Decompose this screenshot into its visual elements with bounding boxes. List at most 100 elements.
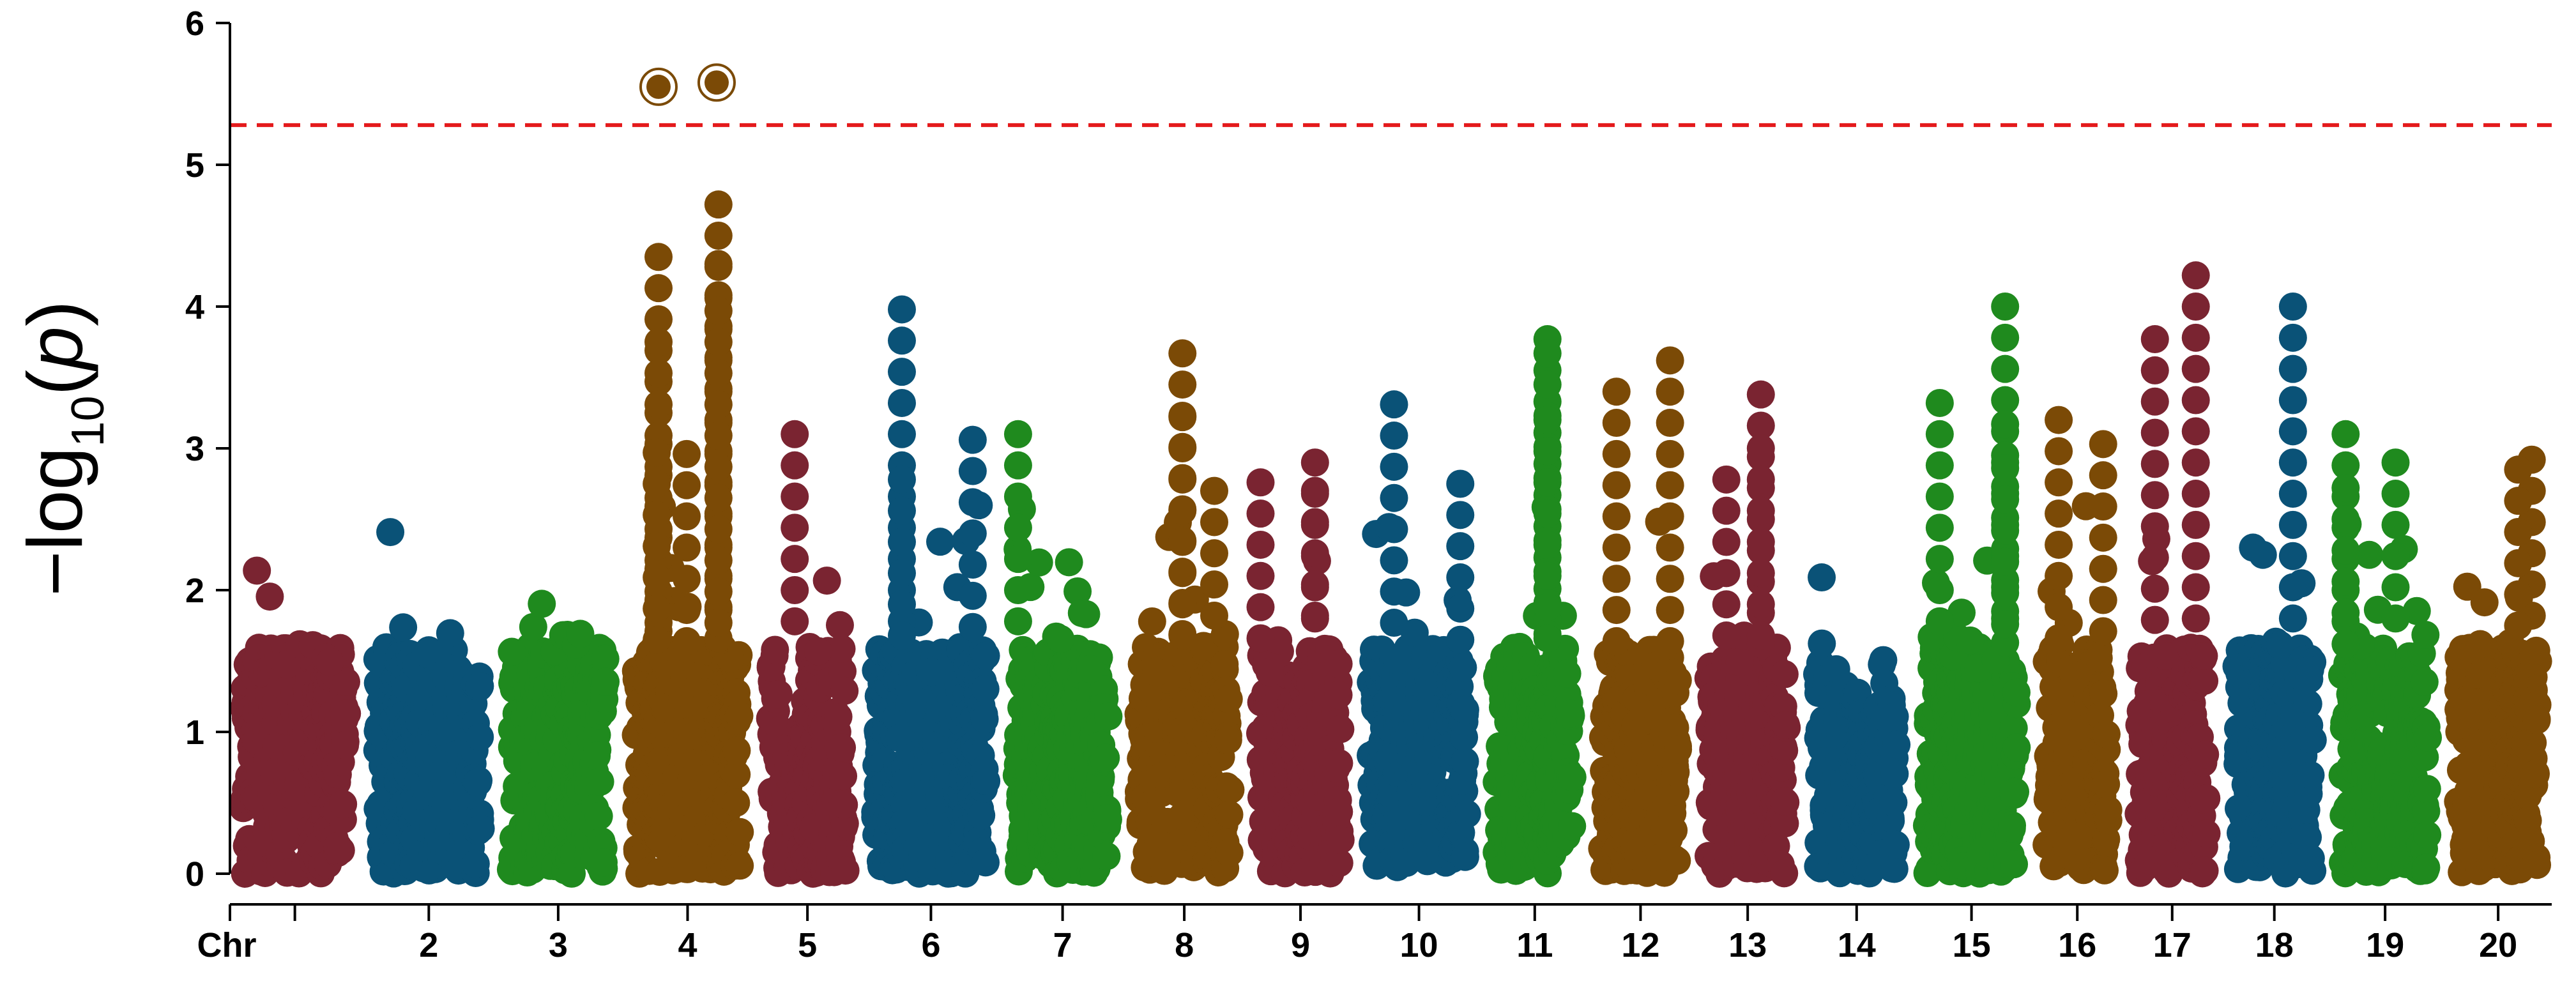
snp-point [1663, 666, 1692, 695]
snp-point [316, 648, 344, 676]
snp-point [673, 565, 701, 593]
snp-point [583, 741, 611, 770]
snp-point [1659, 816, 1688, 845]
snp-point [673, 502, 701, 531]
snp-point [1808, 629, 1836, 658]
snp-point [1383, 646, 1412, 674]
snp-point [2296, 761, 2325, 789]
snp-point [830, 676, 859, 705]
snp-point [243, 556, 271, 585]
snp-point [1880, 759, 1909, 788]
snp-point [326, 836, 355, 865]
snp-point [590, 848, 618, 877]
snp-point [389, 613, 418, 642]
snp-point [2522, 705, 2551, 734]
snp-point [643, 625, 671, 654]
snp-point [1452, 800, 1481, 828]
snp-point [644, 274, 673, 303]
snp-point [1881, 830, 1910, 859]
snp-point [2000, 850, 2029, 879]
snp-point [1214, 726, 1242, 754]
snp-point [1997, 814, 2026, 843]
snp-point [967, 801, 996, 830]
snp-point [2298, 856, 2327, 885]
snp-point [1325, 749, 1353, 777]
snp-point [2355, 540, 2384, 569]
snp-point [1094, 702, 1123, 731]
snp-point [2412, 853, 2441, 882]
snp-point [971, 674, 1000, 703]
snp-point [2089, 680, 2118, 708]
snp-point [566, 620, 595, 648]
snp-point [273, 650, 301, 679]
snp-point [2190, 667, 2219, 696]
snp-point [643, 501, 671, 529]
snp-point [2411, 620, 2440, 649]
snp-point [1880, 703, 1909, 731]
snp-point [825, 611, 854, 639]
snp-point [333, 699, 362, 728]
snp-point [1449, 653, 1477, 682]
snp-point [464, 768, 492, 797]
snp-point [726, 851, 754, 880]
snp-point [2523, 851, 2552, 879]
notable-point [644, 328, 673, 356]
snp-point [972, 641, 1000, 670]
snp-point [970, 704, 999, 733]
snp-point [917, 658, 946, 687]
snp-point [332, 667, 361, 696]
snp-point [1664, 735, 1693, 764]
snp-point [1324, 650, 1353, 678]
snp-point [722, 736, 751, 765]
snp-point [926, 528, 954, 556]
snp-point [812, 567, 841, 595]
snp-point [591, 667, 620, 696]
snp-point [1055, 548, 1083, 577]
snp-point [1558, 763, 1587, 791]
snp-point [722, 788, 751, 817]
snp-point [828, 733, 857, 762]
notable-point [673, 439, 701, 468]
snp-point [466, 722, 494, 751]
snp-point [2413, 821, 2442, 849]
snp-point [763, 680, 792, 709]
snp-point [528, 589, 556, 618]
snp-point [1092, 743, 1120, 772]
snp-point [644, 390, 673, 419]
snp-point [461, 849, 490, 878]
snp-point [2470, 588, 2499, 617]
snp-point [726, 818, 754, 846]
chromosome-5-points [756, 567, 860, 888]
snp-point [1451, 696, 1479, 724]
snp-point [971, 848, 1000, 877]
snp-point [824, 703, 853, 731]
snp-point [331, 731, 360, 759]
snp-point [498, 637, 526, 666]
snp-point [2090, 856, 2119, 885]
snp-point [2521, 760, 2550, 789]
snp-point [2151, 641, 2179, 670]
snp-point [643, 469, 671, 498]
snp-point [972, 767, 1001, 796]
snp-point [1326, 826, 1355, 855]
snp-point [376, 518, 405, 547]
snp-point [1142, 658, 1171, 687]
snp-point [1094, 804, 1122, 833]
snp-point [1138, 607, 1166, 635]
snp-point [644, 359, 673, 388]
snp-point [725, 701, 754, 730]
snp-point [2094, 796, 2123, 825]
snp-point [1325, 798, 1353, 826]
snp-point [673, 627, 701, 655]
snp-point [804, 637, 833, 665]
data-points [229, 190, 2552, 888]
snp-point [830, 791, 858, 819]
snp-point [2092, 770, 2121, 798]
snp-point [761, 635, 789, 664]
snp-point [1451, 747, 1479, 776]
snp-point [329, 790, 358, 819]
snp-point [1879, 788, 1908, 817]
snp-point [1770, 660, 1799, 688]
snp-point [1216, 775, 1245, 804]
